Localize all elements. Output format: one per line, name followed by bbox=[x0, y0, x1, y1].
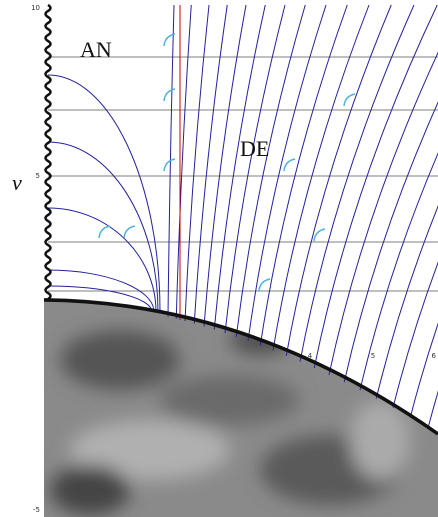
hook bbox=[99, 226, 110, 238]
hook bbox=[259, 279, 270, 291]
hook bbox=[284, 159, 295, 171]
field-line bbox=[376, 5, 438, 399]
horizontal-lines bbox=[48, 57, 438, 291]
field-line bbox=[300, 5, 414, 362]
x-tick-label: 6 bbox=[432, 352, 437, 360]
field-line bbox=[344, 5, 438, 382]
field-line bbox=[260, 5, 347, 346]
label-an: AN bbox=[80, 37, 112, 62]
ground-body bbox=[40, 290, 438, 517]
hook bbox=[124, 226, 135, 238]
field-line bbox=[194, 5, 227, 324]
field-line bbox=[393, 5, 438, 408]
x-tick-label: 4 bbox=[308, 352, 313, 360]
field-line bbox=[236, 5, 305, 337]
field-line bbox=[176, 5, 191, 319]
figure: AN DE v 10 5 -5 4 5 6 bbox=[0, 0, 438, 517]
page: AN DE v 10 5 -5 4 5 6 (() => { const dat… bbox=[0, 0, 438, 517]
hook bbox=[164, 89, 175, 101]
y-tick-label: 5 bbox=[36, 172, 40, 180]
field-line bbox=[48, 208, 156, 312]
field-line bbox=[286, 5, 391, 356]
field-line bbox=[329, 5, 438, 375]
x-tick-label: 5 bbox=[371, 352, 375, 360]
wavy-axis bbox=[46, 5, 51, 299]
label-de: DE bbox=[240, 136, 269, 161]
field-line bbox=[204, 5, 246, 326]
y-tick-label: 10 bbox=[31, 4, 40, 12]
axis-label: v bbox=[12, 170, 22, 195]
hook bbox=[164, 159, 175, 171]
y-tick-label: -5 bbox=[33, 506, 40, 514]
field-line bbox=[428, 5, 438, 428]
hook bbox=[314, 229, 325, 241]
field-line bbox=[314, 5, 437, 368]
